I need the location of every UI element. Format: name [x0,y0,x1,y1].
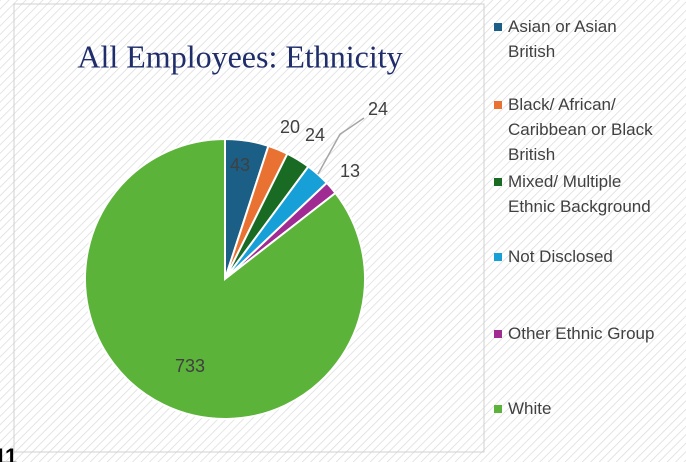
legend-label: Other Ethnic Group [508,324,655,343]
legend-label: Not Disclosed [508,247,613,266]
data-label: 13 [340,161,360,181]
legend-entry: Mixed/ Multiple Ethnic Background [494,169,668,219]
legend-entry: Other Ethnic Group [494,321,668,346]
legend-swatch [494,23,502,31]
pie-slice [84,137,366,420]
legend-entry: White [494,396,668,421]
legend-label: White [508,399,552,418]
legend-swatch [494,101,502,109]
legend-swatch [494,330,502,338]
data-label: 24 [368,99,388,119]
legend-entry: Not Disclosed [494,244,668,269]
legend-swatch [494,178,502,186]
data-label: 733 [175,356,205,376]
chart-title: All Employees: Ethnicity [77,38,402,74]
plot-area [13,3,485,453]
data-label: 20 [280,117,300,137]
legend-entry: Asian or Asian British [494,14,668,64]
page-fragment: 11 [0,444,17,462]
legend-swatch [494,405,502,413]
leader-line [317,117,365,175]
legend-label: Asian or Asian British [508,17,617,61]
data-label: 24 [305,125,325,145]
legend-swatch [494,253,502,261]
legend-label: Mixed/ Multiple Ethnic Background [508,172,651,216]
legend-label: Black/ African/ Caribbean or Black Briti… [508,95,653,164]
data-label: 43 [230,155,250,175]
legend-entry: Black/ African/ Caribbean or Black Briti… [494,92,668,167]
